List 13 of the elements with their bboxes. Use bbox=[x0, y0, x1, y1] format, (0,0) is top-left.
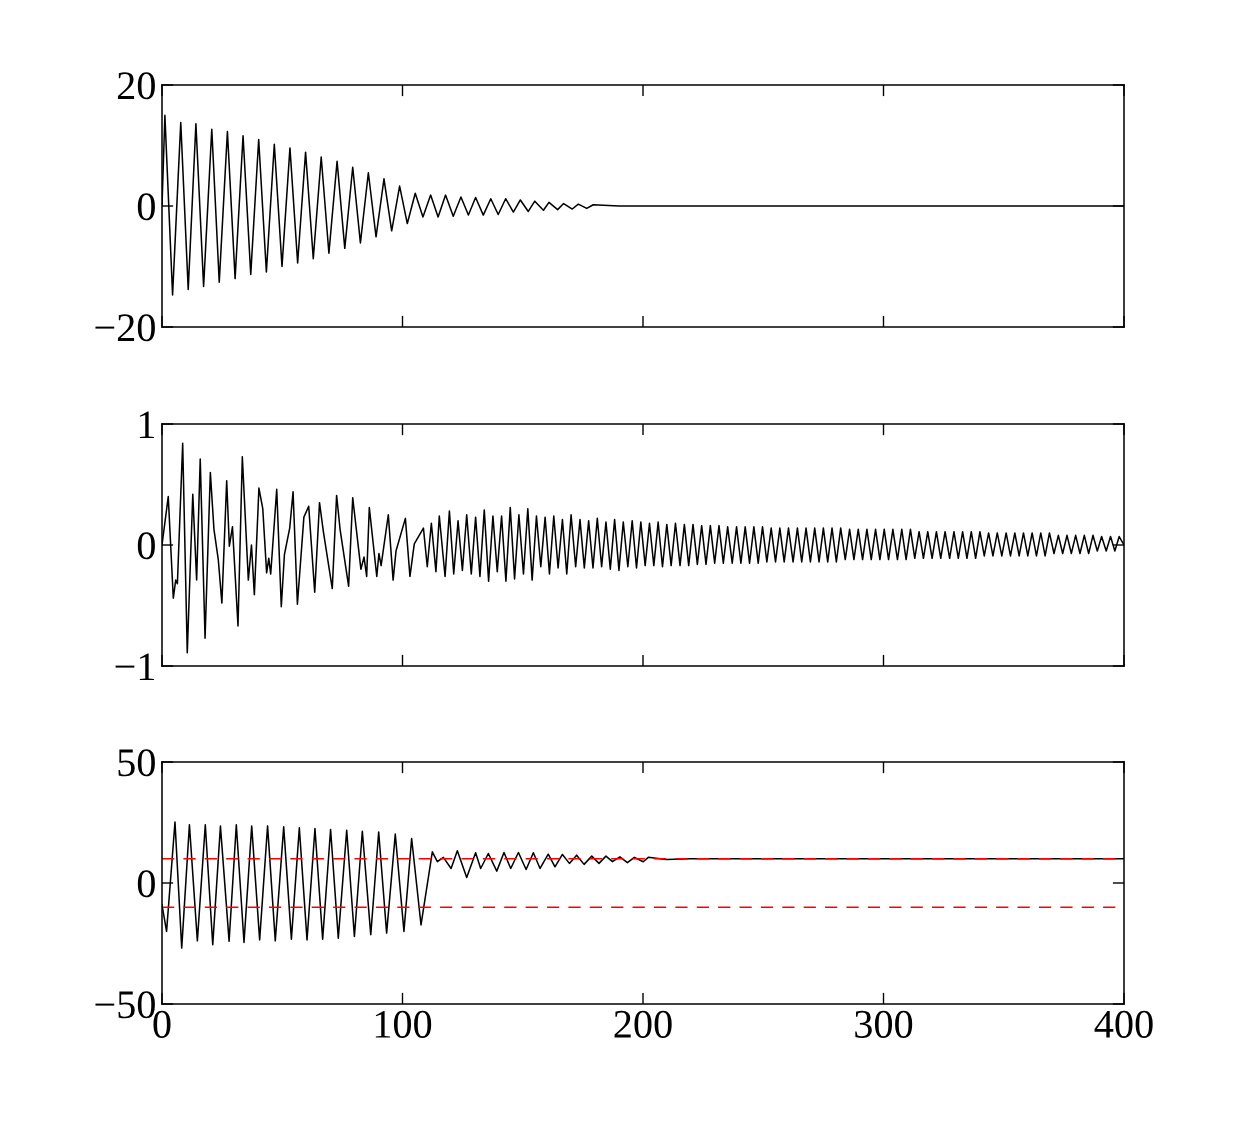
y-tick-label: 0 bbox=[137, 532, 155, 560]
x-tick-label: 300 bbox=[855, 1010, 913, 1038]
y-tick-label: 0 bbox=[137, 193, 155, 221]
x-tick-label: 100 bbox=[375, 1010, 432, 1038]
x-tick-label: 400 bbox=[1094, 1010, 1153, 1038]
y-tick-label: 20 bbox=[117, 72, 155, 100]
y-tick-label: −50 bbox=[95, 991, 155, 1019]
y-tick-label: 1 bbox=[139, 411, 155, 438]
y-tick-label: 50 bbox=[118, 749, 155, 777]
y-tick-label: 0 bbox=[137, 870, 155, 898]
y-tick-label: −1 bbox=[115, 653, 155, 680]
x-tick-label: 200 bbox=[614, 1010, 672, 1038]
y-tick-label: −20 bbox=[95, 314, 155, 342]
